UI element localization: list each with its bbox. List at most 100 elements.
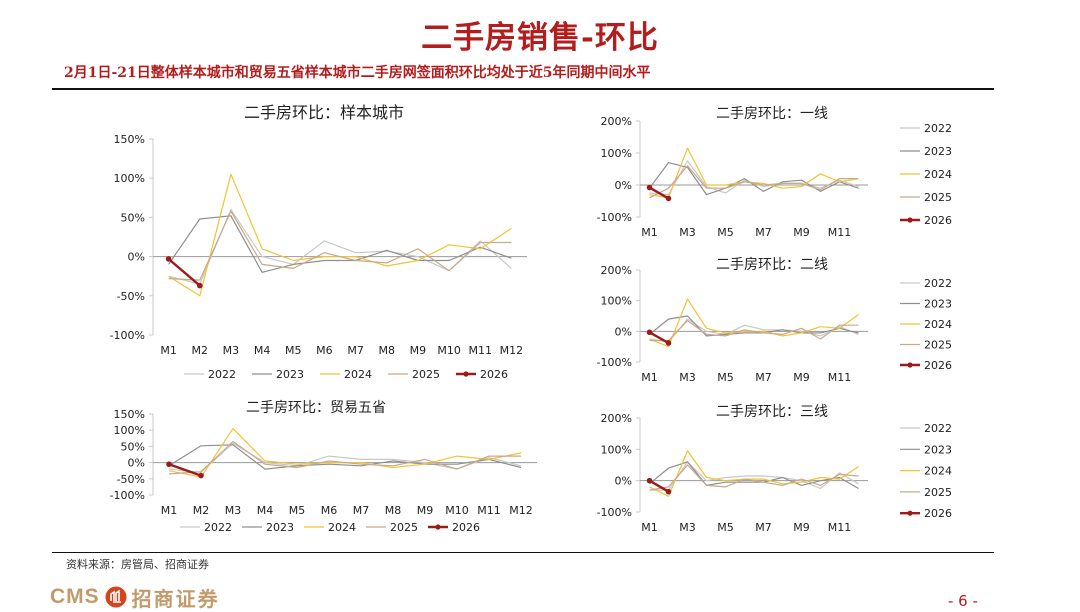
x-tick-label: M12 (500, 344, 524, 357)
legend-label-2026: 2026 (924, 359, 952, 372)
series-line-2023 (649, 461, 859, 490)
x-tick-label: M3 (225, 504, 242, 517)
series-line-2025 (168, 440, 521, 475)
legend-label-2023: 2023 (924, 443, 952, 456)
legend-label-2025: 2025 (390, 521, 418, 534)
x-tick-label: M11 (828, 521, 852, 534)
y-tick-label: 200% (601, 115, 632, 128)
x-tick-label: M9 (417, 504, 434, 517)
x-tick-label: M10 (445, 504, 469, 517)
x-tick-label: M9 (793, 371, 810, 384)
header-rule (52, 88, 994, 90)
legend-marker-2026 (907, 217, 913, 223)
data-point-2026 (196, 282, 203, 289)
legend-label-2022: 2022 (204, 521, 232, 534)
series-line-2026 (167, 258, 201, 287)
y-tick-label: 0% (615, 325, 632, 338)
x-tick-label: M5 (289, 504, 306, 517)
y-tick-label: -100% (597, 356, 632, 369)
x-tick-label: M3 (679, 226, 696, 239)
legend-marker-2026 (435, 524, 441, 530)
source-note: 资料来源：房管局、招商证券 (66, 558, 209, 571)
y-tick-label: 100% (114, 424, 145, 437)
x-tick-label: M11 (469, 344, 493, 357)
legend-label-2022: 2022 (924, 122, 952, 135)
x-tick-label: M2 (193, 504, 210, 517)
series-line-2026 (648, 331, 670, 345)
series-line-2026 (648, 186, 670, 200)
series-line-2022 (649, 318, 859, 343)
x-tick-label: M1 (641, 371, 658, 384)
x-tick-label: M3 (679, 521, 696, 534)
x-tick-label: M5 (717, 226, 734, 239)
series-line-2022 (649, 461, 859, 491)
y-tick-label: 100% (114, 172, 145, 185)
y-tick-label: 150% (114, 133, 145, 146)
legend-label-2026: 2026 (452, 521, 480, 534)
y-tick-label: -50% (117, 290, 145, 303)
y-tick-label: 0% (128, 251, 145, 264)
legend-marker-2026 (907, 362, 913, 368)
series-line-2025 (649, 464, 859, 491)
series-line-2024 (649, 450, 859, 497)
series-line-2025 (649, 165, 859, 199)
legend-label-2024: 2024 (924, 465, 952, 478)
x-tick-label: M6 (316, 344, 333, 357)
x-tick-label: M5 (717, 521, 734, 534)
x-tick-label: M10 (437, 344, 461, 357)
series-line-2023 (168, 444, 522, 470)
series-line-2023 (649, 162, 859, 196)
x-tick-label: M11 (477, 504, 501, 517)
chart-title: 二手房环比：一线 (716, 106, 828, 122)
x-tick-label: M6 (321, 504, 338, 517)
x-tick-label: M7 (755, 521, 772, 534)
legend-label-2022: 2022 (208, 368, 236, 381)
series-line-2025 (168, 210, 512, 281)
logo-text-cn: 招商证券 (131, 586, 220, 611)
x-tick-label: M7 (755, 371, 772, 384)
x-tick-label: M7 (353, 504, 370, 517)
x-tick-label: M1 (641, 226, 658, 239)
y-tick-label: 0% (615, 179, 632, 192)
legend-label-2024: 2024 (344, 368, 372, 381)
legend-label-2022: 2022 (924, 277, 952, 290)
series-line-2026 (168, 463, 202, 477)
data-point-2026 (665, 340, 672, 346)
data-point-2026 (665, 488, 672, 495)
x-tick-label: M5 (285, 344, 302, 357)
logo-mark-icon (105, 586, 127, 608)
footer-rule (52, 552, 994, 553)
x-tick-label: M3 (223, 344, 240, 357)
x-tick-label: M8 (385, 504, 402, 517)
data-point-2026 (166, 461, 172, 468)
y-tick-label: 150% (114, 408, 145, 421)
legend-label-2024: 2024 (924, 318, 952, 331)
y-tick-label: 100% (601, 147, 632, 160)
legend-label-2024: 2024 (924, 168, 952, 181)
x-tick-label: M7 (347, 344, 364, 357)
x-tick-label: M9 (793, 521, 810, 534)
legend-label-2025: 2025 (412, 368, 440, 381)
x-tick-label: M1 (160, 344, 177, 357)
chart-title: 二手房环比：贸易五省 (246, 400, 386, 416)
y-tick-label: 200% (601, 412, 632, 425)
series-line-2025 (649, 320, 859, 342)
data-point-2026 (665, 195, 672, 202)
x-tick-label: M1 (161, 504, 178, 517)
legend-label-2022: 2022 (924, 422, 952, 435)
x-tick-label: M9 (410, 344, 427, 357)
data-point-2026 (165, 256, 172, 262)
y-tick-label: 100% (601, 295, 632, 308)
legend-label-2023: 2023 (924, 298, 952, 311)
y-tick-label: 0% (128, 457, 145, 470)
y-tick-label: 0% (615, 475, 632, 488)
data-point-2026 (198, 472, 204, 479)
x-tick-label: M3 (679, 371, 696, 384)
data-point-2026 (646, 477, 653, 484)
series-line-2024 (649, 147, 859, 199)
legend-label-2024: 2024 (328, 521, 356, 534)
x-tick-label: M12 (509, 504, 533, 517)
y-tick-label: -100% (110, 489, 145, 502)
